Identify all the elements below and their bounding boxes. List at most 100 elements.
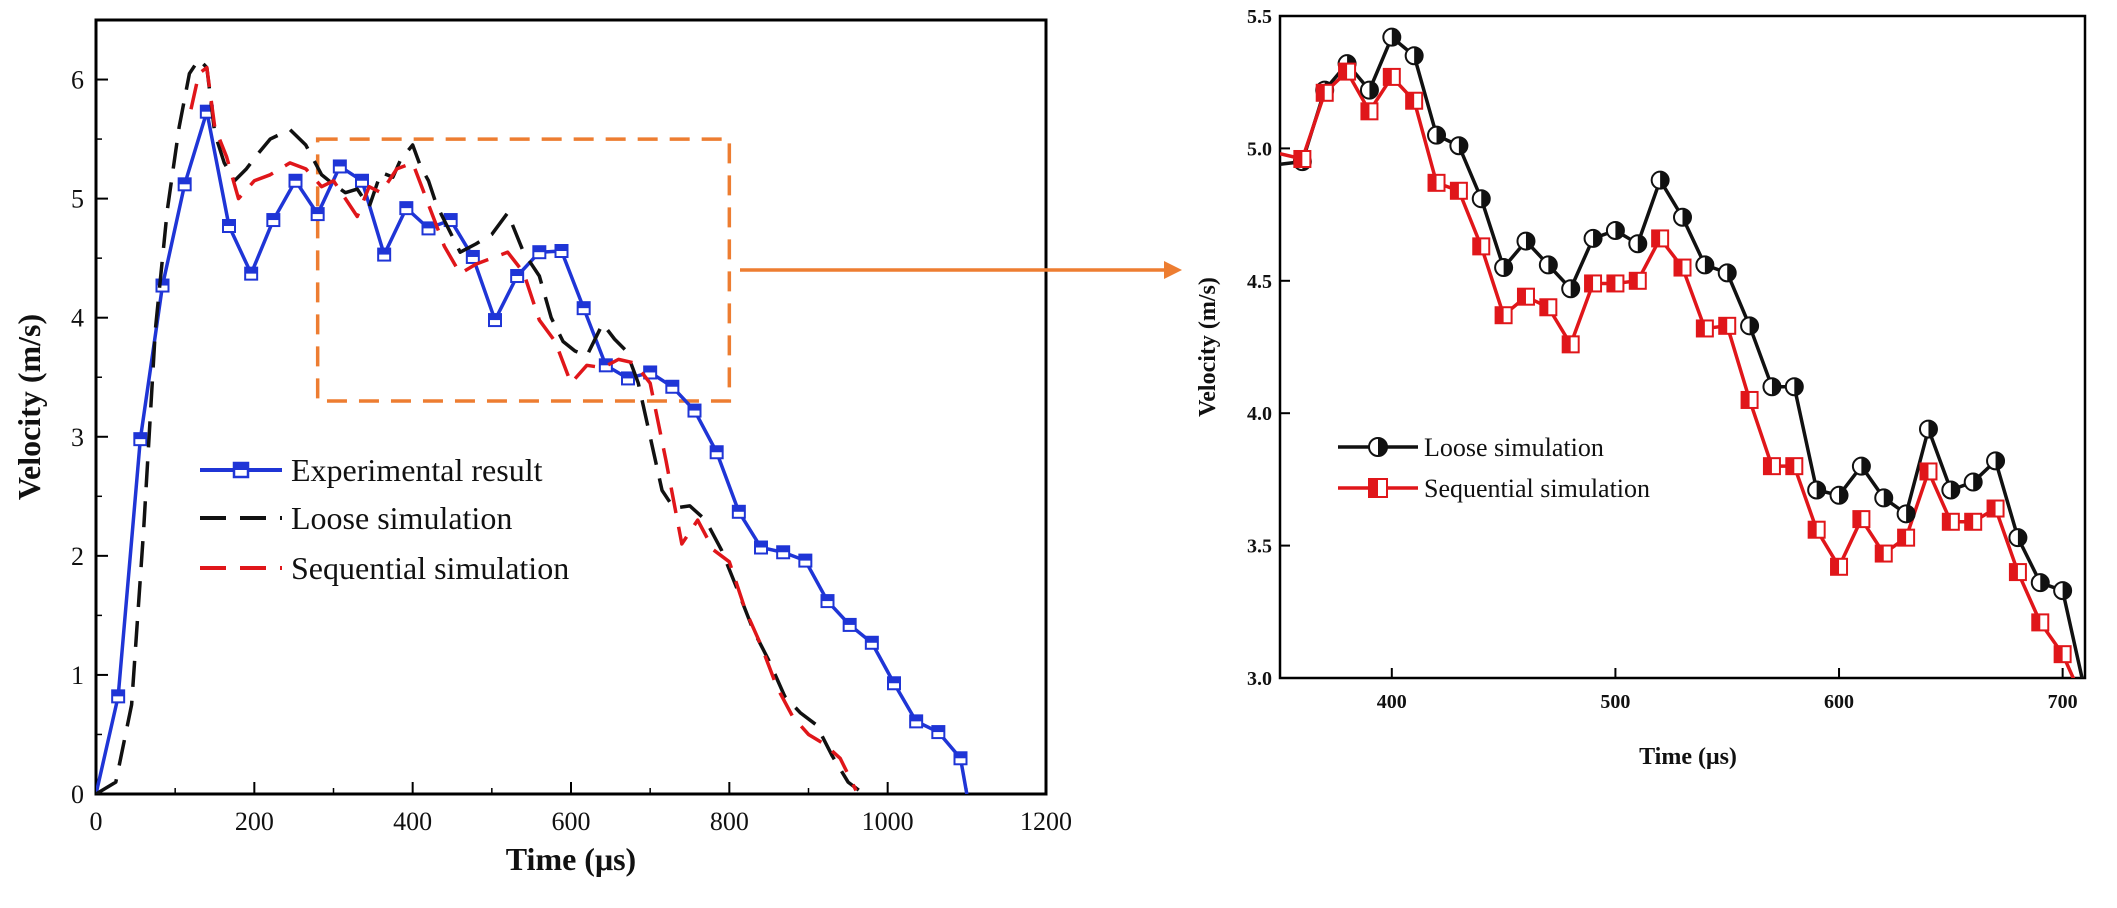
left-point-fill-experimental xyxy=(577,302,590,309)
left-point-fill-experimental xyxy=(400,202,413,209)
right-point-fill-sequential xyxy=(1920,463,1929,480)
left-axes xyxy=(94,18,1048,796)
left-xtick-label: 800 xyxy=(710,807,749,836)
left-point-fill-experimental xyxy=(954,752,967,759)
right-point-fill-loose xyxy=(1369,81,1378,99)
left-point-fill-experimental xyxy=(311,208,324,215)
left-point-fill-experimental xyxy=(134,433,147,440)
right-point-fill-sequential xyxy=(1987,500,1996,517)
left-legend-marker-experimental-fill xyxy=(234,463,248,470)
right-point-fill-sequential xyxy=(1585,275,1594,292)
right-point-fill-sequential xyxy=(2054,646,2063,663)
right-point-fill-loose xyxy=(1548,256,1557,274)
right-point-fill-sequential xyxy=(1495,307,1504,324)
left-point-fill-experimental xyxy=(289,174,302,181)
right-point-fill-sequential xyxy=(1942,513,1951,530)
left-point-fill-experimental xyxy=(378,248,391,255)
right-point-fill-sequential xyxy=(1696,320,1705,337)
right-plot-frame xyxy=(1278,14,2087,680)
left-point-fill-experimental xyxy=(599,359,612,366)
right-ytick-label: 4.5 xyxy=(1247,271,1272,293)
right-point-fill-loose xyxy=(1481,190,1490,208)
right-point-fill-loose xyxy=(1950,481,1960,499)
right-series-sequential xyxy=(1280,69,2076,678)
left-ticks: 0 200 400 600 800 1000 1200 0 1 2 3 4 5 6 xyxy=(71,19,1072,836)
right-point-fill-sequential xyxy=(1517,288,1526,305)
right-point-fill-loose xyxy=(1861,457,1870,475)
left-point-fill-experimental xyxy=(422,222,435,229)
left-point-fill-experimental xyxy=(356,174,368,181)
left-ytick-label: 6 xyxy=(71,66,84,95)
left-ytick-label: 3 xyxy=(71,423,84,452)
right-series-loose xyxy=(1280,35,2084,678)
right-ytick-label: 5.5 xyxy=(1247,6,1272,28)
right-point-fill-sequential xyxy=(1383,68,1392,85)
right-point-fill-loose xyxy=(1414,47,1423,65)
right-point-fill-sequential xyxy=(1406,92,1415,109)
right-point-fill-loose xyxy=(2017,529,2027,547)
left-xtick-label: 0 xyxy=(90,807,103,836)
left-series-group xyxy=(96,57,969,794)
left-xtick-label: 600 xyxy=(552,807,591,836)
right-point-fill-loose xyxy=(1458,137,1468,155)
right-point-fill-loose xyxy=(1615,221,1624,239)
left-point-fill-experimental xyxy=(200,105,213,112)
left-point-fill-experimental xyxy=(843,618,856,625)
right-point-fill-loose xyxy=(1749,317,1759,335)
left-point-fill-experimental xyxy=(511,270,524,277)
left-legend-label-experimental: Experimental result xyxy=(291,452,543,488)
right-point-fill-sequential xyxy=(2009,564,2018,581)
left-point-fill-experimental xyxy=(112,690,125,697)
left-point-fill-experimental xyxy=(555,245,568,252)
left-point-fill-experimental xyxy=(489,314,501,321)
zoom-arrow-icon xyxy=(740,261,1182,279)
right-point-fill-sequential xyxy=(1808,521,1817,538)
left-point-fill-experimental xyxy=(755,541,767,548)
right-ylabel: Velocity (m/s) xyxy=(1195,277,1221,417)
left-point-fill-experimental xyxy=(799,554,812,561)
left-point-fill-experimental xyxy=(710,446,723,453)
right-point-fill-loose xyxy=(1704,256,1714,274)
left-point-fill-experimental xyxy=(245,267,258,274)
right-xlabel: Time (μs) xyxy=(1639,744,1737,770)
right-ytick-label: 3.5 xyxy=(1247,536,1272,558)
left-point-fill-experimental xyxy=(156,279,169,286)
left-legend-entry-sequential: Sequential simulation xyxy=(200,550,569,586)
left-ylabel: Velocity (m/s) xyxy=(11,314,47,500)
right-point-fill-loose xyxy=(1973,473,1982,491)
right-point-fill-sequential xyxy=(1339,63,1348,80)
right-ytick-label: 5.0 xyxy=(1247,138,1272,160)
right-point-fill-loose xyxy=(1839,486,1848,504)
right-point-fill-loose xyxy=(1503,259,1513,277)
left-legend-entry-experimental: Experimental result xyxy=(200,452,543,488)
right-xtick-label: 500 xyxy=(1600,691,1630,713)
right-point-fill-sequential xyxy=(1540,299,1549,316)
left-point-fill-experimental xyxy=(821,595,834,602)
right-xtick-label: 600 xyxy=(1824,691,1854,713)
right-point-fill-loose xyxy=(1995,452,2005,470)
zoom-arrow-head xyxy=(1164,261,1182,279)
left-ytick-label: 1 xyxy=(71,661,84,690)
right-legend-marker-sequential-fill xyxy=(1369,479,1378,497)
right-point-fill-loose xyxy=(1771,378,1781,396)
left-point-fill-experimental xyxy=(777,546,790,553)
right-point-fill-loose xyxy=(1682,208,1691,226)
right-point-fill-sequential xyxy=(1853,511,1862,528)
right-point-fill-sequential xyxy=(1652,230,1661,247)
right-point-fill-loose xyxy=(2062,582,2072,600)
left-point-fill-experimental xyxy=(178,178,191,185)
right-point-fill-sequential xyxy=(1361,103,1370,120)
left-ytick-label: 2 xyxy=(71,542,84,571)
left-xtick-label: 400 xyxy=(393,807,432,836)
right-series-group xyxy=(1280,27,2084,678)
left-point-fill-experimental xyxy=(267,214,280,221)
left-plot-frame xyxy=(94,18,1048,796)
left-ytick-label: 0 xyxy=(71,780,84,809)
left-point-fill-experimental xyxy=(622,372,634,379)
right-ticks: 400 500 600 700 3.0 3.5 4.0 4.5 5.0 5.5 xyxy=(1247,6,2078,713)
left-point-fill-experimental xyxy=(865,636,878,643)
right-legend: Loose simulation Sequential simulation xyxy=(1338,433,1650,503)
left-point-fill-experimental xyxy=(888,677,900,684)
right-legend-label-sequential: Sequential simulation xyxy=(1424,474,1650,503)
right-point-fill-sequential xyxy=(2032,614,2041,631)
